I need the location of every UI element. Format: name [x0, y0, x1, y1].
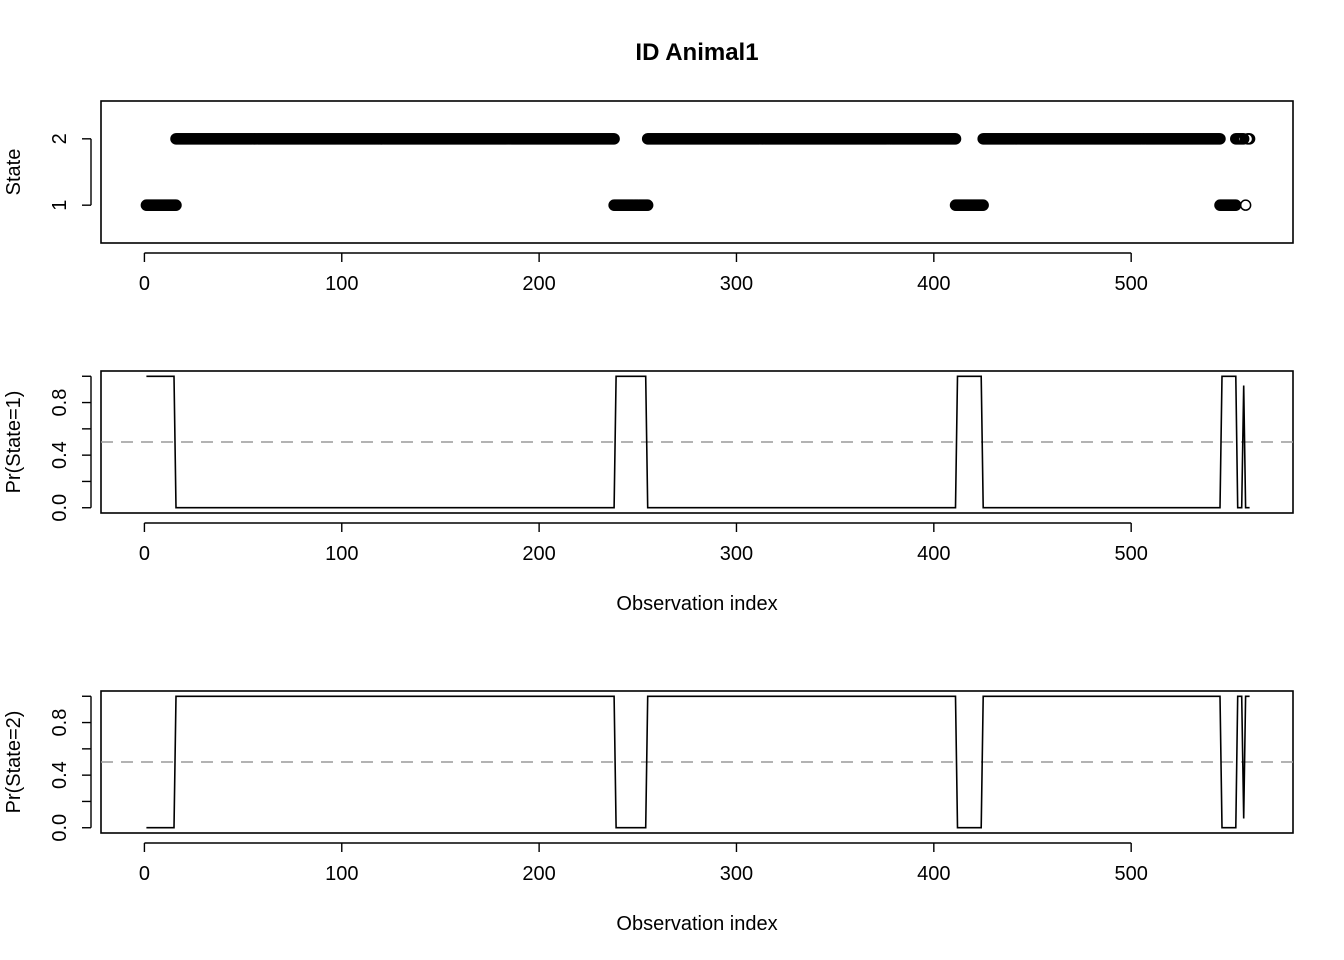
x-tick-label: 400	[917, 273, 950, 295]
state-point	[170, 199, 182, 211]
x-tick-label: 300	[720, 273, 753, 295]
y-axis-label: Pr(State=2)	[3, 711, 25, 814]
chart-title: ID Animal1	[635, 39, 758, 66]
x-tick-label: 500	[1114, 543, 1147, 565]
x-tick-label: 100	[325, 543, 358, 565]
y-tick-label: 0.8	[49, 389, 71, 417]
x-axis-label: Observation index	[616, 593, 777, 615]
x-tick-label: 200	[522, 543, 555, 565]
state-point	[1214, 133, 1226, 145]
state-panel: 0 100 200 300 400 500 1 2 State	[3, 100, 1294, 295]
y-tick-label: 0.0	[49, 814, 71, 842]
x-tick-label: 300	[720, 543, 753, 565]
y-axis-label: Pr(State=1)	[3, 391, 25, 494]
plot-frame	[100, 690, 1294, 834]
state-point	[641, 199, 654, 211]
plot-frame	[100, 100, 1294, 244]
prob-state1-panel: 0 100 200 300 400 500 0.0 0.4 0.8 Pr(State=1) Obse…	[3, 370, 1294, 615]
y-tick-label: 0.4	[49, 441, 71, 469]
x-tick-label: 0	[139, 863, 150, 885]
x-axis-label: Observation index	[616, 913, 777, 935]
y-tick-label: 0.4	[49, 761, 71, 789]
x-tick-label: 200	[522, 863, 555, 885]
y-tick-label: 0.8	[49, 709, 71, 737]
probability-line	[146, 375, 1250, 509]
y-tick-label: 2	[49, 133, 71, 144]
y-axis-label: State	[3, 149, 25, 196]
x-tick-label: 500	[1114, 273, 1147, 295]
probability-line	[146, 695, 1250, 829]
x-tick-label: 400	[917, 543, 950, 565]
state-point	[608, 133, 620, 145]
y-tick-label: 1	[49, 200, 71, 211]
x-tick-label: 500	[1114, 863, 1147, 885]
state-point	[1243, 133, 1256, 145]
prob-state2-panel: 0 100 200 300 400 500 0.0 0.4 0.8 Pr(State=2) Obse…	[3, 690, 1294, 935]
x-tick-label: 300	[720, 863, 753, 885]
x-tick-label: 0	[139, 543, 150, 565]
x-tick-label: 0	[139, 273, 150, 295]
x-tick-label: 200	[522, 273, 555, 295]
state-point	[1239, 199, 1252, 211]
state-point	[977, 199, 989, 211]
x-tick-label: 400	[917, 863, 950, 885]
x-tick-label: 100	[325, 273, 358, 295]
state-point	[1237, 133, 1250, 145]
x-tick-label: 100	[325, 863, 358, 885]
plot-frame	[100, 370, 1294, 514]
state-point	[949, 133, 962, 145]
y-tick-label: 0.0	[49, 494, 71, 522]
